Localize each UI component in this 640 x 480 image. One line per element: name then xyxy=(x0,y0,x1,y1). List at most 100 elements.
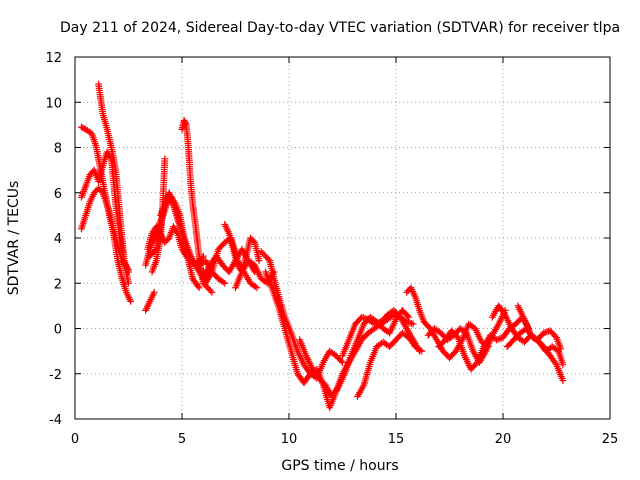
data-point-7-3 xyxy=(170,200,181,217)
data-point-17-0 xyxy=(296,336,309,358)
data-series-track-26 xyxy=(514,302,565,353)
data-point-2-0 xyxy=(78,184,89,201)
tick-layer: 0 5 10 15 20 25 -4 -2 0 2 4 6 8 10 12 xyxy=(45,51,618,447)
data-point-20-12 xyxy=(471,325,485,344)
data-point-22-10 xyxy=(499,326,512,341)
data-point-3-5 xyxy=(99,189,112,213)
data-point-12-0 xyxy=(200,263,213,283)
data-point-6-9 xyxy=(195,284,203,292)
y-axis-label: SDTVAR / TECUs xyxy=(6,181,22,296)
plot-frame xyxy=(74,56,611,420)
x-axis-label: GPS time / hours xyxy=(281,458,398,474)
data-point-16-23 xyxy=(409,320,417,328)
x-tick-label: 15 xyxy=(388,432,405,447)
x-tick-label: 25 xyxy=(602,432,619,447)
data-point-19-0 xyxy=(354,383,367,400)
data-point-17-16 xyxy=(399,307,411,320)
y-tick-label: 4 xyxy=(54,232,62,247)
data-point-17-17 xyxy=(405,313,413,321)
data-point-1-3 xyxy=(107,144,119,172)
data-point-2-8 xyxy=(112,200,124,240)
data-point-13-7 xyxy=(251,239,262,263)
data-point-3-2 xyxy=(86,191,97,206)
data-point-16-0 xyxy=(262,268,275,290)
data-point-0-9 xyxy=(118,275,130,294)
data-point-15-5 xyxy=(281,313,294,335)
data-point-5-6 xyxy=(170,223,181,236)
x-tick-label: 10 xyxy=(281,432,298,447)
y-tick-label: 10 xyxy=(45,96,62,111)
data-point-18-8 xyxy=(390,307,403,320)
data-point-15-0 xyxy=(257,248,268,258)
data-point-1-7 xyxy=(125,279,132,287)
x-tick-label: 20 xyxy=(495,432,512,447)
data-point-8-0 xyxy=(148,259,160,276)
data-point-13-8 xyxy=(255,257,263,265)
data-point-2-2 xyxy=(86,168,97,179)
data-point-14-1 xyxy=(238,259,251,276)
data-point-5-4 xyxy=(161,236,172,246)
data-point-9-12 xyxy=(208,288,216,296)
data-point-6-8 xyxy=(189,275,202,290)
data-point-2-7 xyxy=(107,155,119,206)
data-point-3-6 xyxy=(105,207,119,240)
data-point-17-6 xyxy=(334,372,348,391)
data-point-11-0 xyxy=(189,257,202,274)
data-point-16-6 xyxy=(300,371,313,387)
data-point-9-3 xyxy=(185,144,194,183)
data-point-15-13 xyxy=(332,352,345,365)
data-point-1-1 xyxy=(99,110,110,131)
y-tick-label: 2 xyxy=(54,277,62,292)
data-point-20-4 xyxy=(420,318,433,331)
data-point-24-1 xyxy=(510,330,523,344)
data-point-19-2 xyxy=(366,345,380,366)
data-point-7-2 xyxy=(165,189,177,206)
data-point-13-6 xyxy=(247,234,257,245)
data-point-9-4 xyxy=(187,178,196,206)
data-point-25-4 xyxy=(533,330,546,344)
data-point-8-2 xyxy=(157,202,167,242)
y-tick-label: 8 xyxy=(54,142,62,157)
data-point-20-11 xyxy=(465,320,477,331)
data-point-15-7 xyxy=(294,347,307,367)
data-point-0-10 xyxy=(122,288,134,303)
data-point-3-7 xyxy=(112,234,125,262)
data-point-21-6 xyxy=(463,329,476,353)
data-point-9-1 xyxy=(180,116,189,127)
data-point-7-12 xyxy=(221,279,229,287)
data-point-14-4 xyxy=(257,275,270,286)
data-point-8-4 xyxy=(161,155,169,163)
data-point-2-6 xyxy=(103,148,114,161)
data-point-15-12 xyxy=(326,347,338,358)
y-tick-label: -2 xyxy=(49,368,62,383)
data-series-track-18 xyxy=(296,307,413,400)
data-point-15-6 xyxy=(287,329,301,353)
data-point-3-1 xyxy=(82,200,93,219)
data-point-19-5 xyxy=(386,337,399,350)
y-tick-label: 6 xyxy=(54,187,62,202)
data-point-3-8 xyxy=(118,257,131,272)
data-point-24-9 xyxy=(559,361,567,369)
data-point-17-9 xyxy=(354,322,367,344)
data-point-3-4 xyxy=(95,184,105,195)
data-point-19-7 xyxy=(399,329,411,340)
x-tick-label: 0 xyxy=(71,432,79,447)
data-point-16-1 xyxy=(268,284,281,308)
data-point-25-1 xyxy=(518,311,530,326)
data-point-18-0 xyxy=(339,338,352,360)
data-point-3-9 xyxy=(125,266,132,274)
data-point-22-2 xyxy=(448,327,461,340)
data-point-20-1 xyxy=(407,284,418,299)
data-point-8-3 xyxy=(159,157,169,208)
data-point-17-14 xyxy=(386,317,399,337)
data-point-19-1 xyxy=(360,361,374,389)
data-point-7-11 xyxy=(214,275,227,286)
data-point-24-8 xyxy=(555,347,566,367)
data-point-11-10 xyxy=(253,284,261,292)
data-point-16-15 xyxy=(358,330,371,344)
data-point-12-4 xyxy=(225,259,238,276)
data-point-9-2 xyxy=(182,121,192,149)
chart-title: Day 211 of 2024, Sidereal Day-to-day VTE… xyxy=(60,20,620,36)
data-point-22-0 xyxy=(435,337,448,350)
